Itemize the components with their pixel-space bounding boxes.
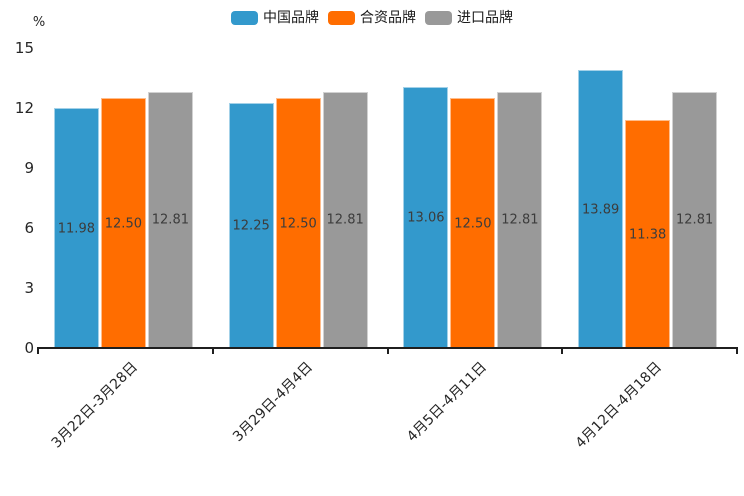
y-tick-label: 9 bbox=[24, 159, 34, 177]
x-category-label: 3月22日-3月28日 bbox=[48, 359, 141, 452]
bar-series0-group3: 13.89 bbox=[578, 70, 624, 348]
y-tick-label: 12 bbox=[14, 99, 34, 117]
x-tick-mark bbox=[386, 349, 389, 354]
bar-series2-group3: 12.81 bbox=[672, 91, 718, 348]
legend-item-2: 进口品牌 bbox=[425, 11, 513, 25]
y-tick-label: 6 bbox=[24, 219, 34, 237]
legend-label: 合资品牌 bbox=[360, 10, 416, 26]
legend-label: 进口品牌 bbox=[457, 10, 513, 26]
x-category-label: 4月5日-4月11日 bbox=[404, 359, 491, 446]
x-tick-mark bbox=[561, 349, 564, 354]
legend-label: 中国品牌 bbox=[263, 10, 319, 26]
x-category-label: 4月12日-4月18日 bbox=[572, 359, 666, 452]
bar-series1-group3: 11.38 bbox=[625, 120, 671, 348]
bar-value-label: 12.25 bbox=[232, 218, 270, 234]
x-tick-mark bbox=[37, 349, 39, 354]
bar-series2-group1: 12.81 bbox=[322, 91, 368, 348]
bar-series0-group0: 11.98 bbox=[53, 108, 99, 348]
y-tick-label: 15 bbox=[14, 39, 34, 57]
bar-series0-group2: 13.06 bbox=[403, 86, 449, 348]
legend-item-1: 合资品牌 bbox=[328, 11, 416, 25]
bar-value-label: 13.06 bbox=[407, 210, 445, 226]
bar-series1-group1: 12.50 bbox=[275, 98, 321, 348]
legend-swatch-icon bbox=[425, 11, 452, 25]
bar-value-label: 11.38 bbox=[629, 227, 667, 243]
legend-item-0: 中国品牌 bbox=[231, 11, 319, 25]
bar-value-label: 13.89 bbox=[582, 202, 620, 218]
bar-value-label: 12.50 bbox=[279, 216, 317, 231]
x-tick-mark bbox=[736, 349, 738, 354]
bar-value-label: 12.81 bbox=[326, 212, 364, 228]
x-category-label: 3月29日-4月4日 bbox=[229, 359, 316, 446]
x-tick-mark bbox=[211, 349, 214, 354]
x-axis-line bbox=[37, 347, 738, 349]
legend-swatch-icon bbox=[328, 11, 355, 25]
y-tick-label: 0 bbox=[24, 339, 34, 357]
bar-value-label: 12.81 bbox=[676, 212, 714, 228]
bar-value-label: 11.98 bbox=[57, 221, 95, 237]
y-axis-unit-label: % bbox=[32, 15, 46, 30]
bar-value-label: 12.50 bbox=[454, 216, 492, 231]
bar-series1-group2: 12.50 bbox=[450, 98, 496, 348]
bar-series2-group0: 12.81 bbox=[147, 91, 193, 348]
bar-value-label: 12.81 bbox=[151, 212, 189, 228]
bar-series1-group0: 12.50 bbox=[100, 98, 146, 348]
bar-value-label: 12.50 bbox=[104, 216, 142, 231]
bar-value-label: 12.81 bbox=[501, 212, 539, 228]
bar-series2-group2: 12.81 bbox=[497, 91, 543, 348]
bar-series0-group1: 12.25 bbox=[228, 103, 274, 348]
y-tick-label: 3 bbox=[24, 279, 34, 297]
legend-swatch-icon bbox=[231, 11, 258, 25]
chart-legend: 中国品牌 合资品牌 进口品牌 bbox=[0, 8, 744, 28]
